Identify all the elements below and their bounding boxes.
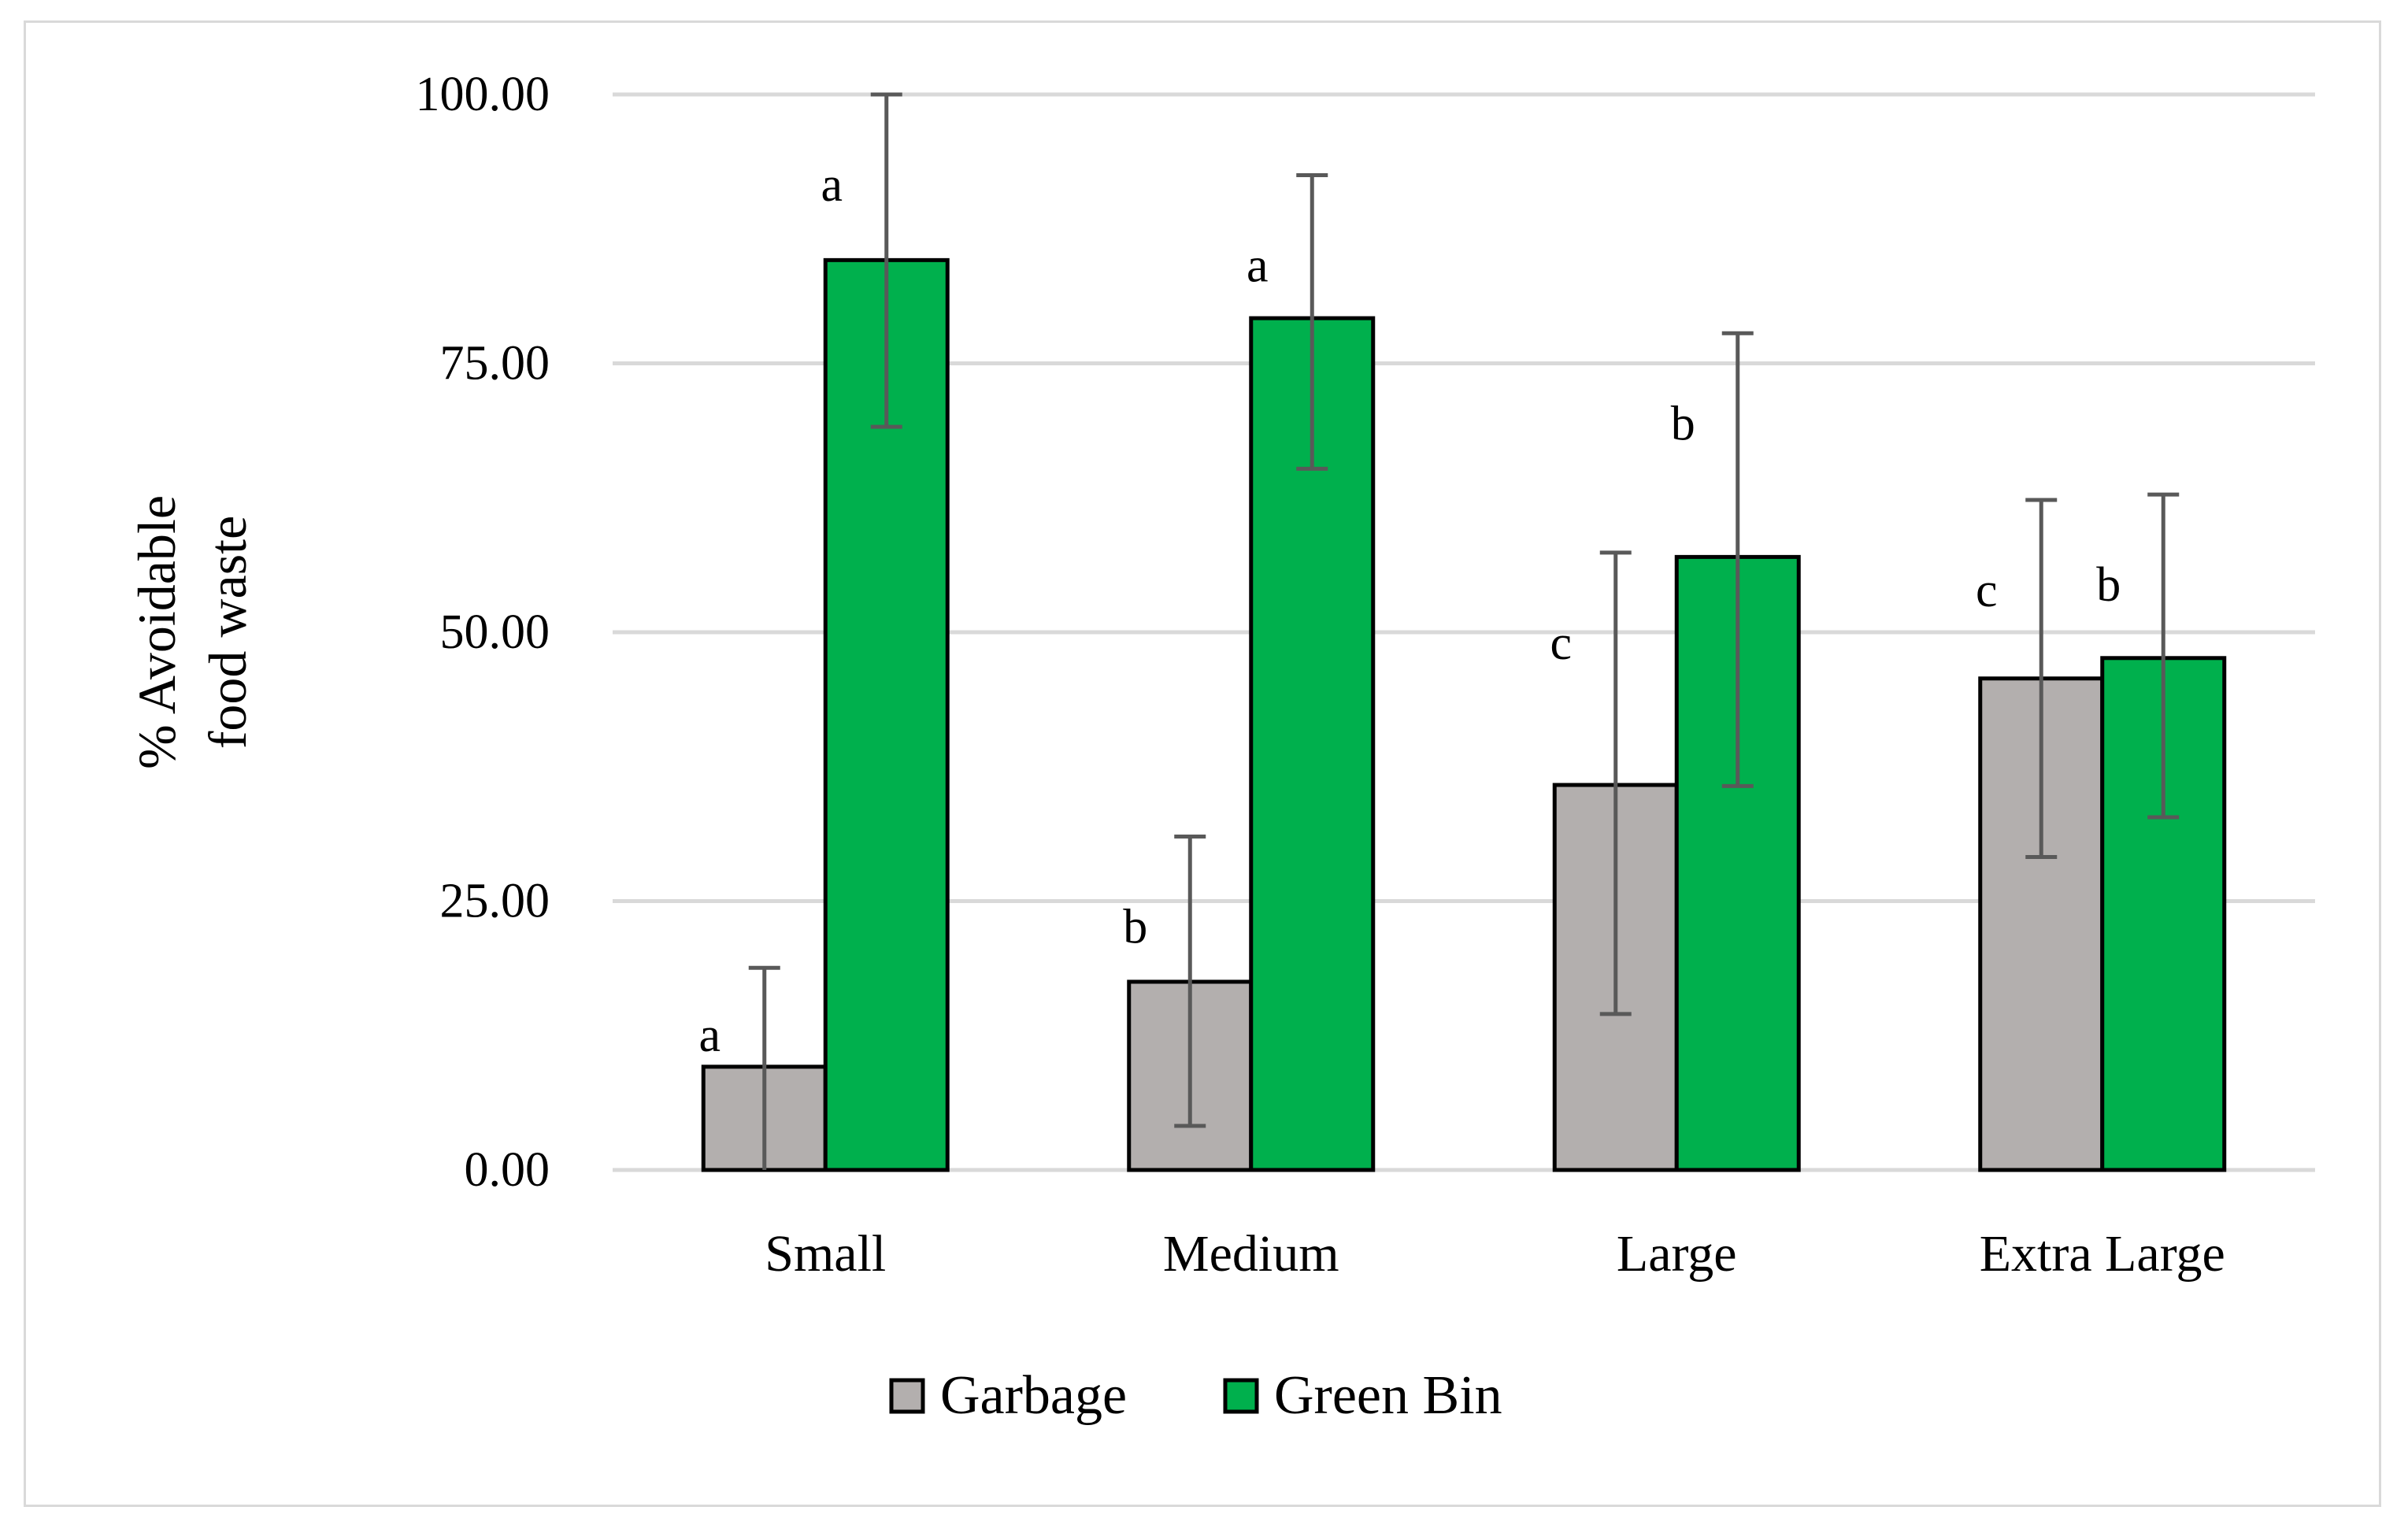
bars — [701, 257, 2227, 1172]
y-tick-label: 50.00 — [440, 605, 550, 659]
x-axis-category-labels: Small Medium Large Extra Large — [765, 1225, 2225, 1283]
y-tick-label: 0.00 — [465, 1143, 550, 1197]
y-axis-title-line: food waste — [198, 516, 257, 749]
y-axis-title-line: % Avoidable — [127, 495, 187, 769]
x-tick-label: Medium — [1163, 1225, 1339, 1283]
significance-letter: c — [1550, 616, 1572, 670]
x-tick-label: Extra Large — [1980, 1225, 2225, 1283]
y-axis-ticks: 0.00 25.00 50.00 75.00 100.00 — [416, 68, 550, 1197]
significance-letter: a — [821, 158, 843, 212]
y-tick-label: 25.00 — [440, 875, 550, 928]
legend-swatch — [889, 1378, 925, 1414]
x-tick-label: Small — [765, 1225, 886, 1283]
significance-letter: b — [2096, 558, 2121, 612]
y-axis-title: % Avoidable food waste — [127, 495, 257, 769]
legend: Garbage Green Bin — [889, 1365, 1502, 1426]
legend-label: Garbage — [940, 1365, 1127, 1426]
significance-letter: a — [1247, 239, 1269, 292]
y-tick-label: 75.00 — [440, 337, 550, 391]
significance-letter: b — [1671, 397, 1695, 450]
legend-label: Green Bin — [1274, 1365, 1502, 1426]
x-tick-label: Large — [1617, 1225, 1737, 1283]
significance-letter: b — [1123, 901, 1147, 954]
legend-swatch — [1223, 1378, 1259, 1414]
significance-letters: a a b a c b c b — [698, 158, 2121, 1062]
error-bars — [748, 92, 2180, 1170]
y-tick-label: 100.00 — [416, 68, 550, 121]
y-axis-title: % Avoidable food waste — [127, 495, 257, 769]
significance-letter: a — [698, 1009, 721, 1062]
significance-letter: c — [1976, 564, 1998, 617]
